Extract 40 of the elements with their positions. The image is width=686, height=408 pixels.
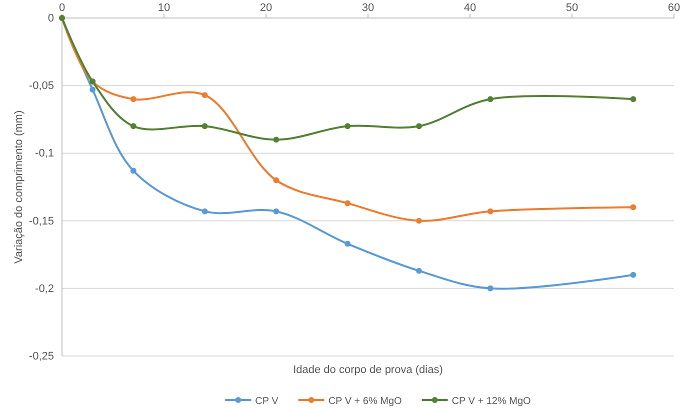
point bbox=[487, 96, 494, 102]
x-tick-label: 60 bbox=[668, 2, 680, 14]
point bbox=[202, 208, 208, 214]
point bbox=[416, 123, 422, 130]
x-tick-label: 10 bbox=[158, 2, 170, 14]
point bbox=[416, 218, 422, 224]
y-tick-label: -0,1 bbox=[35, 148, 54, 160]
point bbox=[487, 285, 494, 292]
point bbox=[130, 123, 136, 130]
y-tick-label: -0,05 bbox=[28, 80, 54, 92]
point bbox=[344, 123, 351, 130]
point bbox=[130, 168, 136, 174]
y-tick-label: -0,2 bbox=[35, 282, 54, 295]
x-axis-title: Idade do corpo de prova (dias) bbox=[293, 364, 443, 376]
legend-label: CP V bbox=[255, 396, 279, 407]
point bbox=[273, 136, 280, 143]
point bbox=[630, 272, 636, 278]
point bbox=[273, 208, 280, 214]
legend-label: CP V + 12% MgO bbox=[452, 396, 532, 407]
point bbox=[344, 200, 351, 206]
x-tick-label: 20 bbox=[260, 2, 272, 14]
point bbox=[416, 268, 422, 274]
point bbox=[630, 204, 636, 210]
legend-label: CP V + 6% MgO bbox=[328, 396, 402, 407]
y-tick-label: -0,15 bbox=[28, 215, 54, 228]
x-tick-label: 40 bbox=[464, 2, 476, 14]
point bbox=[630, 96, 636, 102]
y-axis-title: Variação do comprimento (mm) bbox=[13, 110, 25, 264]
point bbox=[487, 208, 494, 214]
point bbox=[202, 123, 208, 130]
x-tick-label: 30 bbox=[362, 2, 374, 14]
point bbox=[90, 86, 96, 93]
point bbox=[202, 92, 208, 98]
y-tick-label: -0,25 bbox=[28, 350, 54, 363]
y-tick-label: 0 bbox=[48, 12, 54, 25]
point bbox=[273, 177, 280, 184]
x-tick-label: 50 bbox=[566, 2, 578, 14]
x-tick-label: 0 bbox=[58, 2, 66, 14]
point bbox=[344, 240, 351, 247]
point bbox=[130, 96, 136, 102]
